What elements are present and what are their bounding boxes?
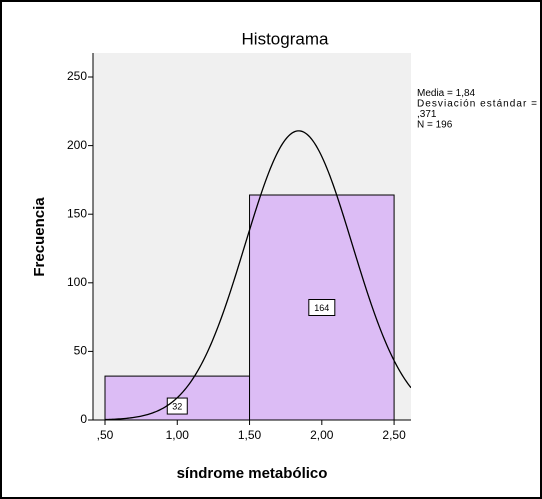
y-tick-label: 0: [80, 412, 87, 426]
x-tick-label: 1,50: [238, 428, 262, 442]
y-tick-label: 200: [67, 138, 87, 152]
normal-curve: [104, 130, 411, 420]
stats-annotation: Desviación estándar =: [417, 99, 537, 110]
y-axis-label: Frecuencia: [31, 197, 48, 277]
stats-annotation: ,371: [417, 109, 437, 120]
y-tick-label: 150: [67, 206, 87, 220]
value-label-box: [308, 298, 336, 316]
x-tick-label: 2,00: [310, 428, 334, 442]
y-tick-label: 50: [74, 344, 88, 358]
chart-title: Histograma: [242, 29, 329, 48]
x-tick-label: 1,00: [166, 428, 190, 442]
x-tick-label: ,50: [97, 428, 114, 442]
stats-annotation: N = 196: [417, 120, 453, 131]
x-tick-label: 2,50: [382, 428, 406, 442]
stats-annotation: Media = 1,84: [417, 88, 476, 99]
x-axis-label: síndrome metabólico: [177, 465, 328, 482]
y-tick-label: 100: [67, 275, 87, 289]
value-label: 32: [172, 401, 182, 411]
y-tick-label: 250: [67, 69, 87, 83]
value-label: 164: [314, 303, 329, 313]
